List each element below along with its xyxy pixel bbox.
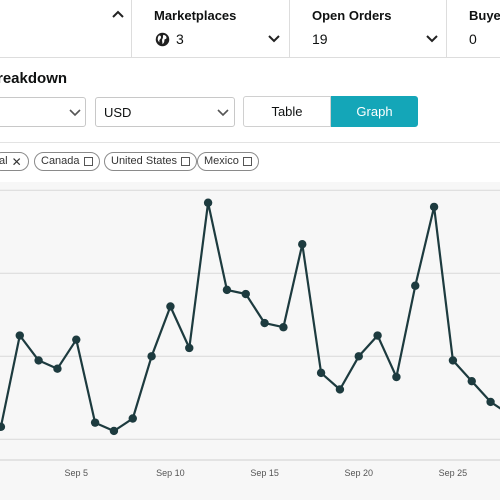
filter-chip-label: Canada (41, 155, 80, 167)
data-point[interactable] (128, 414, 137, 423)
data-point[interactable] (203, 198, 213, 207)
chevron-up-icon[interactable] (112, 10, 124, 18)
divider (131, 0, 132, 58)
data-point[interactable] (0, 422, 6, 432)
metric-select[interactable] (0, 97, 86, 127)
checkbox-icon[interactable] (83, 157, 93, 166)
x-tick-label: Sep 10 (156, 468, 185, 478)
data-point[interactable] (298, 240, 307, 249)
summary-bar: Marketplaces 3 Open Orders 19 Buyer 0 (0, 0, 500, 58)
chevron-down-icon (69, 109, 81, 117)
data-point[interactable] (411, 281, 420, 290)
marketplaces-count: 3 (176, 31, 184, 47)
x-tick-label: Sep 25 (439, 468, 468, 478)
data-point[interactable] (109, 426, 119, 436)
chevron-down-icon[interactable] (426, 35, 438, 43)
x-tick-label: Sep 5 (65, 468, 89, 478)
open-orders-label: Open Orders (312, 8, 392, 23)
open-orders-card[interactable]: Open Orders 19 (304, 0, 446, 58)
x-tick-label: Sep 20 (344, 468, 373, 478)
data-point[interactable] (241, 289, 250, 299)
chevron-down-icon (217, 109, 229, 117)
divider (289, 0, 290, 58)
data-point[interactable] (34, 356, 43, 365)
data-point[interactable] (448, 356, 458, 365)
currency-value: USD (104, 105, 132, 120)
data-point[interactable] (15, 331, 24, 340)
marketplaces-label: Marketplaces (154, 8, 237, 23)
data-point[interactable] (335, 385, 345, 394)
marketplaces-card[interactable]: Marketplaces 3 (146, 0, 288, 58)
data-point[interactable] (147, 352, 156, 361)
data-point[interactable] (392, 372, 401, 382)
data-point[interactable] (53, 364, 62, 373)
buyers-count: 0 (469, 31, 477, 47)
table-view-button[interactable]: Table (243, 96, 331, 127)
series-line (0, 201, 500, 433)
data-point[interactable] (166, 302, 175, 311)
chevron-down-icon[interactable] (268, 35, 280, 43)
data-point[interactable] (185, 343, 194, 353)
open-orders-count: 19 (312, 31, 328, 47)
data-point[interactable] (260, 318, 269, 328)
data-point[interactable] (90, 418, 100, 427)
data-point[interactable] (486, 397, 495, 407)
data-point[interactable] (72, 335, 81, 344)
chart-canvas: Sep 5 Sep 10 Sep 15 Sep 20 Sep 25 (0, 189, 500, 478)
checkbox-icon[interactable] (181, 157, 191, 166)
currency-select[interactable]: USD (95, 97, 235, 127)
data-point[interactable] (222, 285, 232, 295)
sales-line-chart: Sep 5 Sep 10 Sep 15 Sep 20 Sep 25 (0, 182, 500, 500)
filter-chip-label: al (0, 155, 8, 167)
buyers-label: Buyer (469, 8, 500, 23)
data-point[interactable] (354, 352, 363, 361)
data-point[interactable] (316, 368, 326, 378)
filter-chip-row: al ✕ Canada United States Mexico (0, 142, 500, 180)
globe-icon (155, 32, 170, 47)
section-title: reakdown (0, 70, 68, 87)
close-icon[interactable]: ✕ (11, 154, 22, 169)
filter-chip-label: Mexico (204, 155, 239, 167)
filter-chip-all[interactable]: al ✕ (0, 152, 29, 171)
filter-chip-label: United States (111, 155, 178, 167)
data-point[interactable] (429, 202, 439, 212)
buyers-card[interactable]: Buyer 0 (461, 0, 500, 58)
data-point[interactable] (279, 323, 288, 332)
data-point[interactable] (373, 331, 382, 340)
checkbox-icon[interactable] (242, 157, 252, 166)
filter-chip-united-states[interactable]: United States (104, 152, 198, 171)
graph-view-button[interactable]: Graph (331, 96, 418, 127)
filter-chip-canada[interactable]: Canada (34, 152, 100, 171)
divider (446, 0, 447, 58)
data-point[interactable] (467, 376, 476, 386)
filter-chip-mexico[interactable]: Mexico (197, 152, 259, 171)
x-tick-label: Sep 15 (250, 468, 279, 478)
